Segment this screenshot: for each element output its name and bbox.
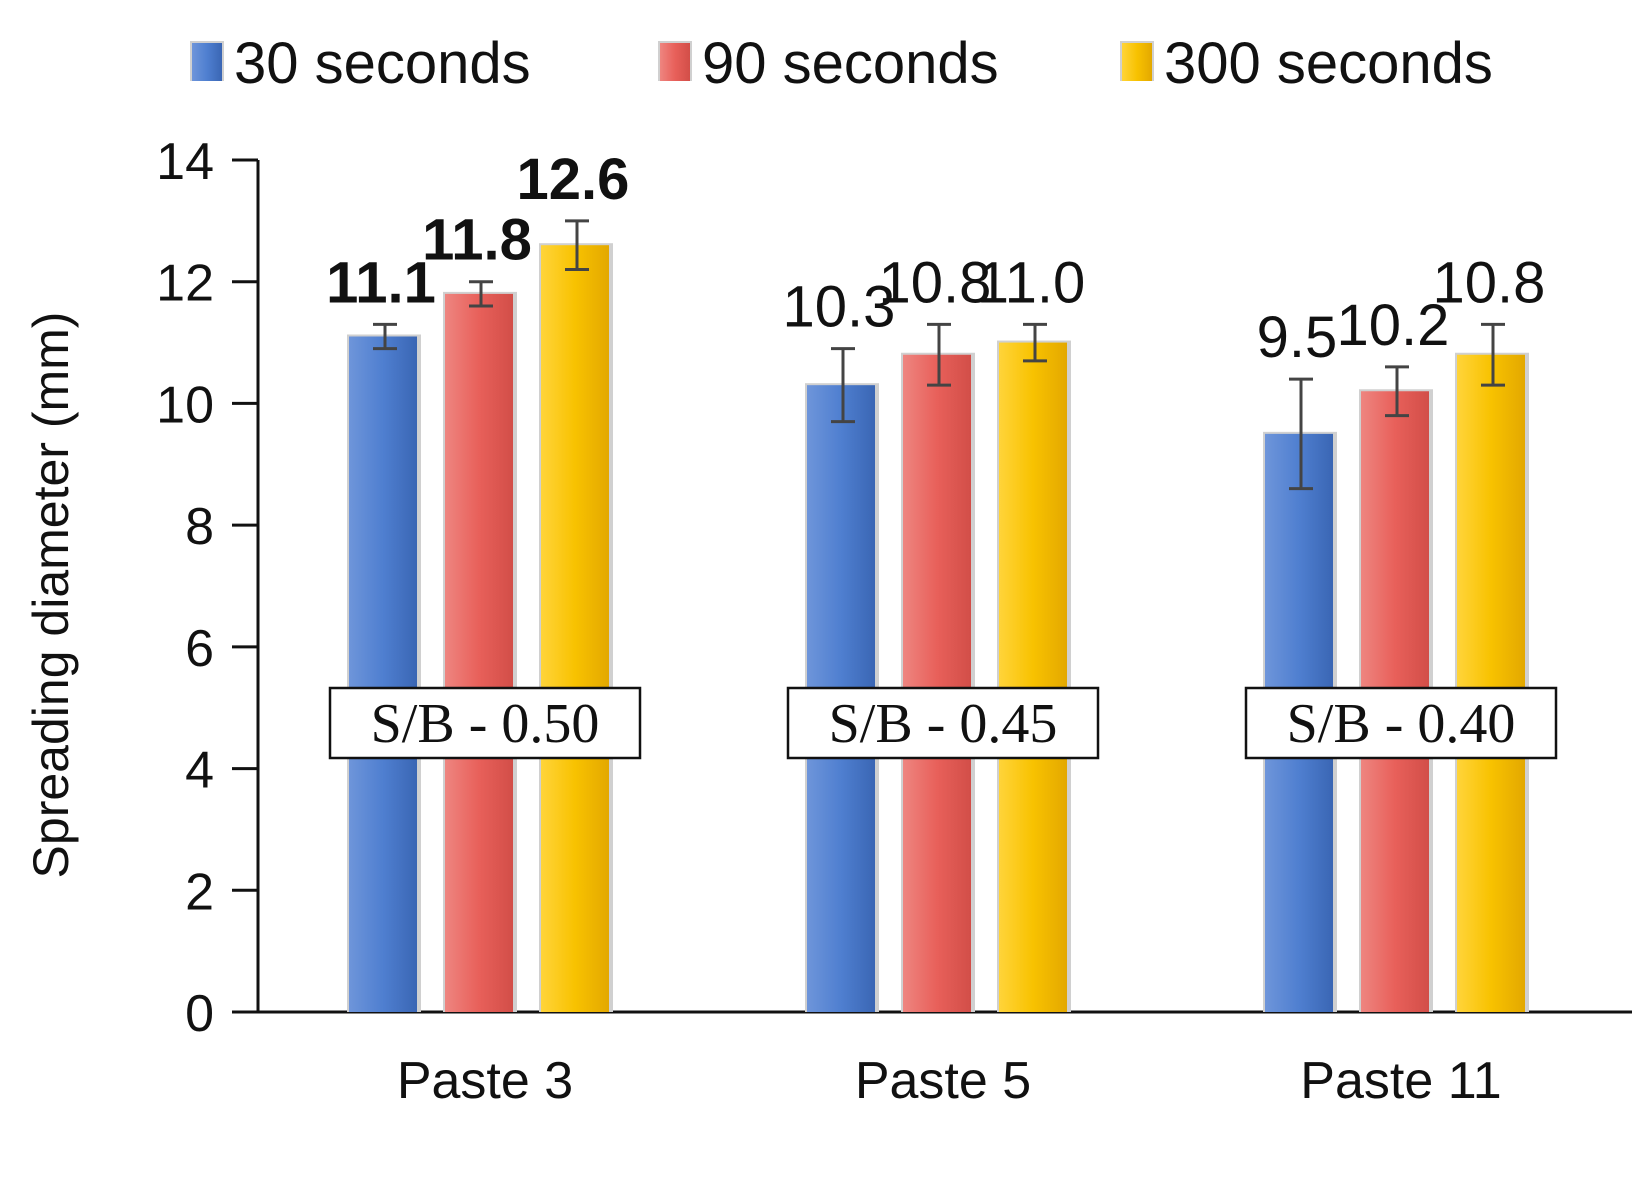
data-label: 10.8 — [879, 250, 992, 315]
data-label: 11.8 — [422, 208, 532, 273]
x-tick-label: Paste 3 — [397, 1052, 573, 1110]
legend-swatch — [1122, 43, 1152, 81]
y-tick-label: 2 — [185, 863, 214, 921]
data-label: 11.1 — [326, 250, 436, 315]
y-tick-label: 8 — [185, 498, 214, 556]
data-label: 10.3 — [783, 275, 896, 340]
data-label: 10.8 — [1433, 250, 1546, 315]
legend: 30 seconds 90 seconds 300 seconds — [190, 31, 1493, 96]
legend-swatch — [660, 43, 690, 81]
y-tick-label: 0 — [185, 985, 214, 1043]
bar — [349, 336, 417, 1012]
legend-label: 300 seconds — [1164, 31, 1493, 96]
data-label: 10.2 — [1337, 293, 1450, 358]
bar — [903, 354, 971, 1012]
y-tick-label: 10 — [156, 376, 214, 434]
x-tick-label: Paste 11 — [1300, 1052, 1501, 1110]
bar — [999, 342, 1067, 1013]
bar — [445, 293, 513, 1012]
y-axis-title: Spreading diameter (mm) — [23, 312, 79, 879]
legend-label: 90 seconds — [702, 31, 999, 96]
data-label: 9.5 — [1257, 305, 1338, 370]
annotation-label: S/B - 0.45 — [829, 693, 1058, 755]
y-tick-label: 4 — [185, 742, 214, 800]
bar — [541, 245, 609, 1012]
bar — [1457, 354, 1525, 1012]
y-tick-label: 14 — [156, 133, 214, 191]
annotation-box — [328, 686, 642, 760]
legend-label: 30 seconds — [234, 31, 531, 96]
legend-swatch — [192, 43, 222, 81]
y-tick-label: 6 — [185, 620, 214, 678]
data-label: 11.0 — [977, 250, 1086, 315]
data-label: 12.6 — [517, 147, 630, 212]
annotation-box — [786, 686, 1100, 760]
y-tick-label: 12 — [156, 255, 214, 313]
annotation-box — [1244, 686, 1558, 760]
x-tick-label: Paste 5 — [855, 1052, 1031, 1110]
annotation-label: S/B - 0.40 — [1287, 693, 1516, 755]
annotation-label: S/B - 0.50 — [371, 693, 600, 755]
